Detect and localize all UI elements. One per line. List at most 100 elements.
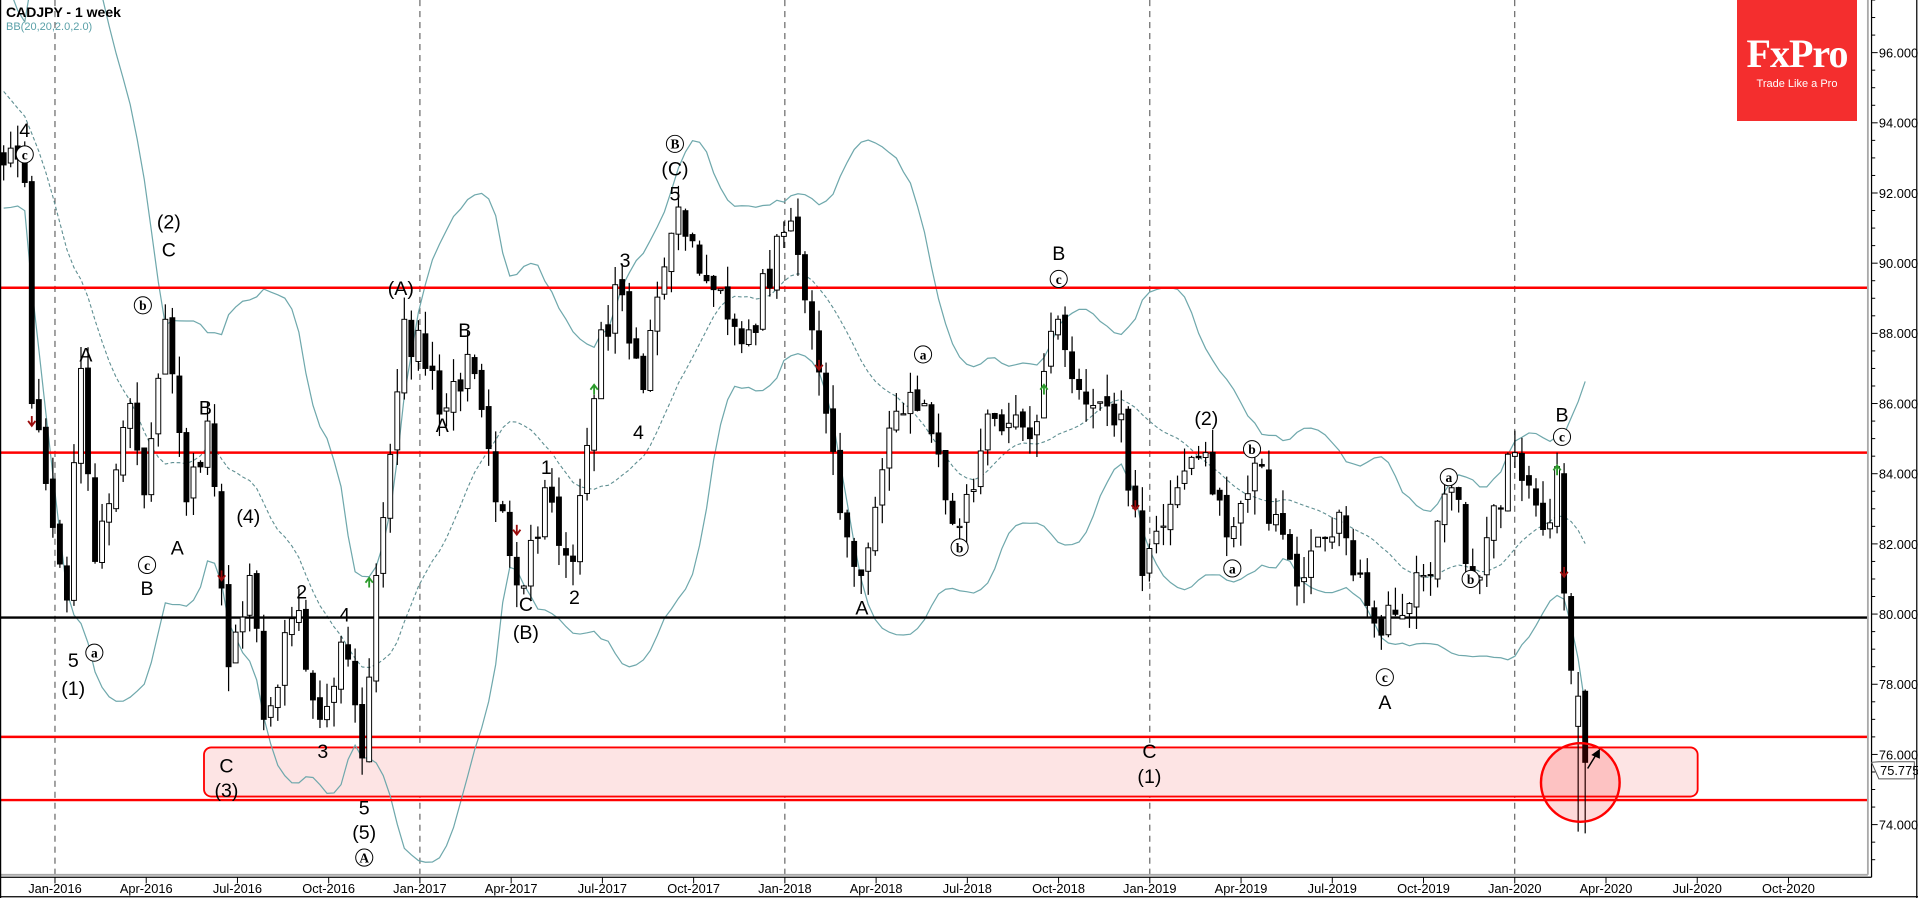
candle bbox=[1153, 515, 1160, 554]
candle bbox=[1265, 450, 1272, 531]
wave-label: c bbox=[144, 558, 150, 573]
candle bbox=[457, 372, 464, 412]
wave-label: C bbox=[1142, 741, 1156, 763]
signal-arrows bbox=[27, 359, 1569, 588]
candle-body bbox=[1336, 511, 1343, 534]
candle bbox=[113, 463, 120, 512]
candle bbox=[239, 601, 246, 649]
candle-body bbox=[302, 608, 309, 670]
candle-body bbox=[619, 279, 626, 296]
candle bbox=[872, 496, 879, 556]
candle-body bbox=[1062, 314, 1068, 351]
candle bbox=[253, 570, 260, 643]
current-price-tag bbox=[1870, 761, 1915, 780]
wave-label: B bbox=[1555, 404, 1568, 426]
candle bbox=[752, 323, 759, 346]
candle-body bbox=[577, 495, 583, 563]
candle-body bbox=[1582, 690, 1589, 763]
candle bbox=[246, 563, 253, 632]
price-tick-label: 74.000 bbox=[1879, 817, 1918, 832]
candle-body bbox=[7, 147, 14, 164]
candle bbox=[380, 502, 387, 588]
time-tick-label: Jan-2019 bbox=[1123, 881, 1177, 896]
candle bbox=[197, 460, 204, 473]
candle-body bbox=[921, 403, 928, 407]
logo-tagline: Trade Like a Pro bbox=[1756, 78, 1838, 90]
candle bbox=[1441, 480, 1448, 543]
candle-body bbox=[1118, 413, 1125, 421]
candle-body bbox=[759, 273, 766, 330]
horizontal-levels bbox=[0, 286, 1868, 802]
candle-body bbox=[387, 453, 394, 519]
candle bbox=[499, 500, 506, 513]
candle bbox=[668, 232, 675, 293]
candle-body bbox=[1554, 466, 1561, 527]
wave-label: a bbox=[1445, 470, 1452, 485]
candle bbox=[626, 282, 633, 360]
candle-body bbox=[429, 365, 436, 372]
candle-body bbox=[1209, 451, 1216, 495]
candle bbox=[267, 697, 274, 727]
candle-body bbox=[612, 284, 619, 334]
arrow-up-icon bbox=[1552, 463, 1562, 471]
time-tick-label: Jul-2018 bbox=[943, 881, 992, 896]
candle bbox=[162, 304, 169, 375]
wave-label: c bbox=[1559, 430, 1565, 445]
wave-label: A bbox=[79, 345, 92, 367]
candle bbox=[1139, 487, 1146, 592]
candle bbox=[534, 526, 541, 554]
time-tick-label: Apr-2020 bbox=[1580, 881, 1633, 896]
arrow-down-icon bbox=[217, 574, 226, 582]
candle bbox=[738, 321, 745, 354]
candle bbox=[443, 393, 450, 427]
candle-body bbox=[570, 555, 576, 562]
candle-body bbox=[661, 266, 668, 295]
wave-label: B bbox=[670, 137, 679, 152]
arrow-down-icon bbox=[1130, 504, 1140, 512]
candle-body bbox=[478, 369, 485, 410]
wave-label: (B) bbox=[513, 622, 539, 644]
candle bbox=[7, 131, 14, 168]
candle bbox=[155, 373, 162, 447]
candle-body bbox=[317, 697, 323, 720]
candle-body bbox=[1371, 607, 1378, 624]
candle-body bbox=[1378, 618, 1385, 636]
candle-body bbox=[1012, 414, 1019, 428]
candle-body bbox=[1308, 550, 1314, 578]
candle-body bbox=[984, 413, 991, 451]
candle-body bbox=[401, 318, 408, 394]
candle-body bbox=[1504, 453, 1511, 512]
candle-body bbox=[162, 318, 169, 375]
candle-body bbox=[1160, 525, 1167, 528]
candle-body bbox=[738, 328, 745, 345]
bollinger-middle-band bbox=[3, 91, 1586, 669]
candle bbox=[1540, 481, 1546, 536]
candle bbox=[1174, 475, 1181, 509]
candle bbox=[450, 359, 457, 431]
candle bbox=[1097, 401, 1104, 411]
candle bbox=[1005, 402, 1012, 444]
candle bbox=[570, 544, 576, 586]
time-tick-label: Oct-2016 bbox=[302, 881, 355, 896]
fxpro-logo: FxPro Trade Like a Pro bbox=[1737, 0, 1857, 121]
candle-body bbox=[1350, 540, 1357, 576]
candle-body bbox=[1526, 475, 1532, 486]
candle bbox=[422, 311, 429, 376]
candle-body bbox=[513, 556, 520, 586]
candle bbox=[429, 341, 436, 390]
candle bbox=[92, 463, 98, 564]
candle bbox=[520, 584, 527, 595]
candle-body bbox=[914, 389, 921, 411]
candle bbox=[1202, 441, 1209, 467]
candle bbox=[1518, 437, 1525, 502]
candle bbox=[795, 198, 801, 276]
candle bbox=[914, 375, 921, 412]
wave-label: (2) bbox=[157, 211, 181, 233]
candle bbox=[1118, 390, 1125, 443]
candle bbox=[478, 363, 485, 418]
candle-body bbox=[225, 584, 232, 668]
candle-body bbox=[183, 432, 190, 503]
price-tick-label: 84.000 bbox=[1879, 467, 1918, 482]
candle bbox=[134, 382, 141, 466]
wave-labels: 4c(2)CbAB5(1)acBA(4)24C(3)35(5)A(A)BA12C… bbox=[15, 120, 1572, 867]
